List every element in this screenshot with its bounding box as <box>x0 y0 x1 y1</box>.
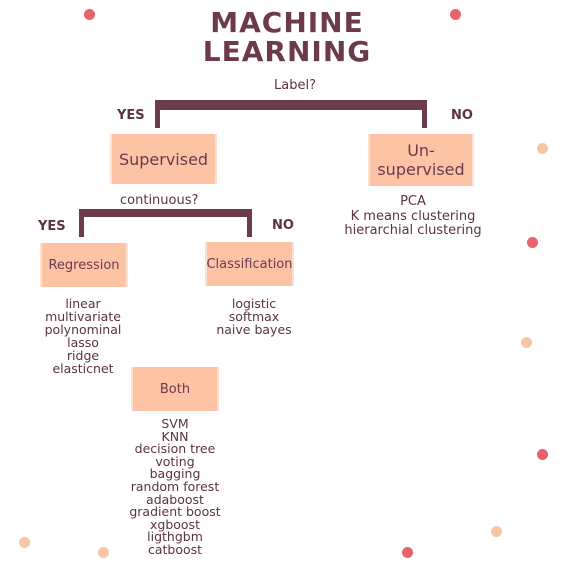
decorative-dot <box>537 449 548 460</box>
both-label: Both <box>159 381 191 397</box>
decorative-dot <box>84 9 95 20</box>
supervised-yes-label: YES <box>38 219 66 234</box>
supervised-branch-left-stem <box>79 209 84 237</box>
list-item: linear <box>65 296 101 311</box>
list-item: K means clustering <box>350 208 476 224</box>
list-item: lasso <box>67 335 99 350</box>
decorative-dot <box>450 9 461 20</box>
list-item: adaboost <box>146 491 204 507</box>
supervised-question-label: continuous? <box>120 193 199 208</box>
classification-node: Classification <box>205 242 294 286</box>
root-branch-right-stem <box>422 100 427 128</box>
decorative-dot <box>19 537 30 548</box>
title-line-2: LEARNING <box>202 35 372 68</box>
supervised-no-label: NO <box>272 218 294 233</box>
decorative-dot <box>402 547 413 558</box>
both-node: Both <box>131 367 219 411</box>
regression-algorithm-list: linear multivariate polynominal lasso ri… <box>30 297 136 375</box>
list-item: voting <box>155 453 195 469</box>
unsupervised-algorithm-list: PCA K means clustering hierarchial clust… <box>330 194 496 239</box>
supervised-node: Supervised <box>110 134 217 184</box>
classification-algorithm-list: logistic softmax naive bayes <box>204 297 304 336</box>
unsupervised-label-line-1: Un- <box>407 141 435 160</box>
list-item: ligthgbm <box>147 529 203 545</box>
list-item: multivariate <box>45 309 121 324</box>
supervised-branch-bar <box>79 209 252 217</box>
supervised-label: Supervised <box>118 149 209 169</box>
list-item: ridge <box>66 348 100 363</box>
list-item: elasticnet <box>52 361 114 376</box>
list-item: catboost <box>147 541 203 557</box>
root-branch-left-stem <box>155 100 160 128</box>
list-item: KNN <box>161 428 189 444</box>
list-item: softmax <box>228 309 280 324</box>
root-question-label: Label? <box>274 78 316 93</box>
regression-label: Regression <box>48 257 120 273</box>
supervised-branch-right-stem <box>247 209 252 237</box>
list-item: naive bayes <box>216 322 292 337</box>
classification-label: Classification <box>206 256 293 272</box>
decorative-dot <box>491 526 502 537</box>
title-line-1: MACHINE <box>210 6 364 39</box>
list-item: xgboost <box>150 516 200 532</box>
list-item: decision tree <box>134 441 216 457</box>
list-item: SVM <box>161 416 189 431</box>
list-item: gradient boost <box>129 504 221 520</box>
list-item: polynominal <box>44 322 122 337</box>
list-item: logistic <box>231 296 277 311</box>
root-yes-label: YES <box>117 108 145 123</box>
unsupervised-node: Un- supervised <box>368 134 474 186</box>
list-item: bagging <box>149 466 201 482</box>
unsupervised-label-line-2: supervised <box>377 160 465 179</box>
list-item: PCA <box>400 194 426 209</box>
list-item: hierarchial clustering <box>344 223 482 238</box>
root-no-label: NO <box>451 108 473 123</box>
regression-node: Regression <box>40 243 128 287</box>
decorative-dot <box>98 547 109 558</box>
decorative-dot <box>537 143 548 154</box>
list-item: random forest <box>130 478 220 494</box>
decorative-dot <box>527 237 538 248</box>
both-algorithm-list: SVM KNN decision tree voting bagging ran… <box>120 416 230 557</box>
root-branch-bar <box>155 100 427 110</box>
decorative-dot <box>521 337 532 348</box>
diagram-title: MACHINE LEARNING <box>0 8 574 66</box>
